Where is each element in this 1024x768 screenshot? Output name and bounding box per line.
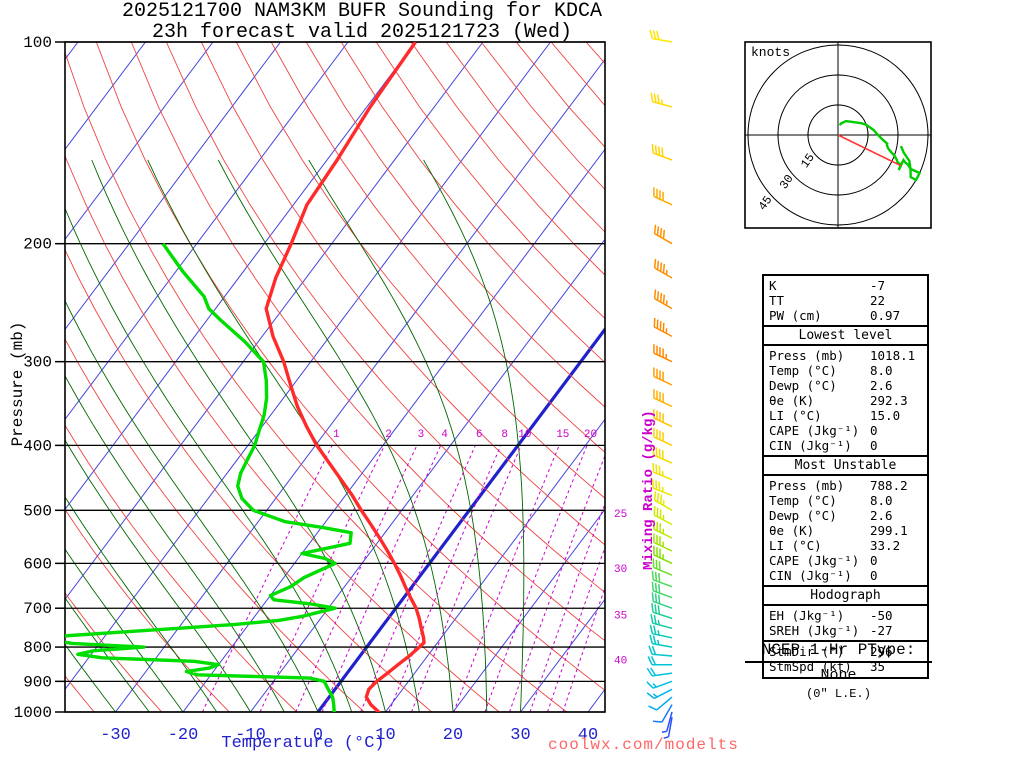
table-row: Press (mb) 788.2 [769, 478, 908, 493]
table-row: θe (K) 292.3 [769, 393, 908, 408]
svg-text:2: 2 [385, 429, 392, 441]
chart-title: 2025121700 NAM3KM BUFR Sounding for KDCA… [0, 1, 724, 43]
svg-text:200: 200 [23, 236, 52, 254]
svg-text:45: 45 [756, 193, 776, 213]
svg-text:10: 10 [518, 429, 531, 441]
svg-text:20: 20 [443, 726, 463, 745]
temperature-curve [264, 42, 426, 712]
watermark-text: coolwx.com/modelts [548, 736, 739, 754]
svg-text:30: 30 [510, 726, 530, 745]
svg-text:30: 30 [777, 172, 797, 192]
svg-text:40: 40 [578, 726, 598, 745]
pressure-axis-label: Pressure (mb) [9, 321, 27, 447]
table-row: LI (°C) 33.2 [769, 538, 901, 553]
table-row: K -7 [769, 278, 886, 293]
svg-text:1: 1 [333, 429, 340, 441]
table-row: Temp (°C) 8.0 [769, 493, 893, 508]
table-row: TT 22 [769, 293, 886, 308]
hodograph-frame [744, 41, 932, 229]
mixing-ratio-axis-label: Mixing Ratio (g/kg) [641, 410, 657, 570]
table-row: LI (°C) 15.0 [769, 408, 901, 423]
ptype-value: None [820, 667, 857, 684]
table-row: Press (mb) 1018.1 [769, 348, 916, 363]
table-section-header: Lowest level [764, 325, 927, 346]
temperature-axis-label: Temperature (°C) [221, 734, 385, 753]
hodograph-trace [838, 119, 922, 182]
table-section-header: Most Unstable [764, 455, 927, 476]
table-row: θe (K) 299.1 [769, 523, 908, 538]
stats-table: K -7 TT 22 PW (cm) 0.97 Lowest level Press (mb)… [762, 274, 929, 679]
title-line-2: 23h forecast valid 2025121723 (Wed) [151, 21, 573, 44]
table-row: CAPE (Jkg⁻¹) 0 [769, 553, 878, 568]
svg-text:25: 25 [614, 509, 627, 521]
table-section-header: Hodograph [764, 585, 927, 606]
svg-text:500: 500 [23, 502, 52, 520]
svg-text:800: 800 [23, 639, 52, 657]
svg-text:8: 8 [501, 429, 508, 441]
svg-text:400: 400 [23, 437, 52, 455]
svg-text:4: 4 [441, 429, 448, 441]
svg-text:35: 35 [614, 610, 627, 622]
title-line-1: 2025121700 NAM3KM BUFR Sounding for KDCA [121, 0, 603, 23]
ptype-heading: NCEP 1-Hr PType: [745, 641, 932, 663]
storm-motion-vector [837, 134, 902, 167]
svg-text:6: 6 [476, 429, 483, 441]
mixing-ratio-labels: 1 2 3 4 6 8 10 15 20 25 30 35 40 [333, 429, 627, 668]
svg-text:-20: -20 [168, 726, 199, 745]
svg-text:0: 0 [313, 726, 323, 745]
table-row: Temp (°C) 8.0 [769, 363, 893, 378]
svg-text:300: 300 [23, 354, 52, 372]
svg-text:15: 15 [798, 151, 818, 171]
svg-text:600: 600 [23, 555, 52, 573]
table-row: CIN (Jkg⁻¹) 0 [769, 438, 878, 453]
table-row: CAPE (Jkg⁻¹) 0 [769, 423, 878, 438]
svg-text:20: 20 [584, 429, 597, 441]
svg-text:40: 40 [614, 656, 627, 668]
svg-text:-30: -30 [100, 726, 131, 745]
table-row: Dewp (°C) 2.6 [769, 378, 893, 393]
table-row: StmDir (°) 296 [769, 644, 893, 659]
table-row: PW (cm) 0.97 [769, 308, 901, 323]
ptype-panel: NCEP 1-Hr PType: None (0" L.E.) [745, 641, 932, 701]
svg-text:100: 100 [23, 34, 52, 52]
svg-text:15: 15 [556, 429, 569, 441]
table-row: CIN (Jkg⁻¹) 0 [769, 568, 878, 583]
svg-text:-10: -10 [235, 726, 266, 745]
svg-text:1000: 1000 [14, 704, 52, 722]
wind-barb-column [646, 29, 673, 739]
ptype-note: (0" L.E.) [806, 687, 871, 701]
table-row: Dewp (°C) 2.6 [769, 508, 893, 523]
svg-text:30: 30 [614, 564, 627, 576]
svg-text:900: 900 [23, 673, 52, 691]
svg-text:3: 3 [418, 429, 425, 441]
hodograph-units-label: knots [751, 45, 791, 60]
svg-text:10: 10 [375, 726, 395, 745]
dewpoint-curve [65, 242, 353, 712]
sounding-profiles [65, 42, 426, 712]
svg-text:700: 700 [23, 600, 52, 618]
table-row: EH (Jkg⁻¹) -50 [769, 608, 893, 623]
table-row: SREH (Jkg⁻¹) -27 [769, 623, 893, 638]
